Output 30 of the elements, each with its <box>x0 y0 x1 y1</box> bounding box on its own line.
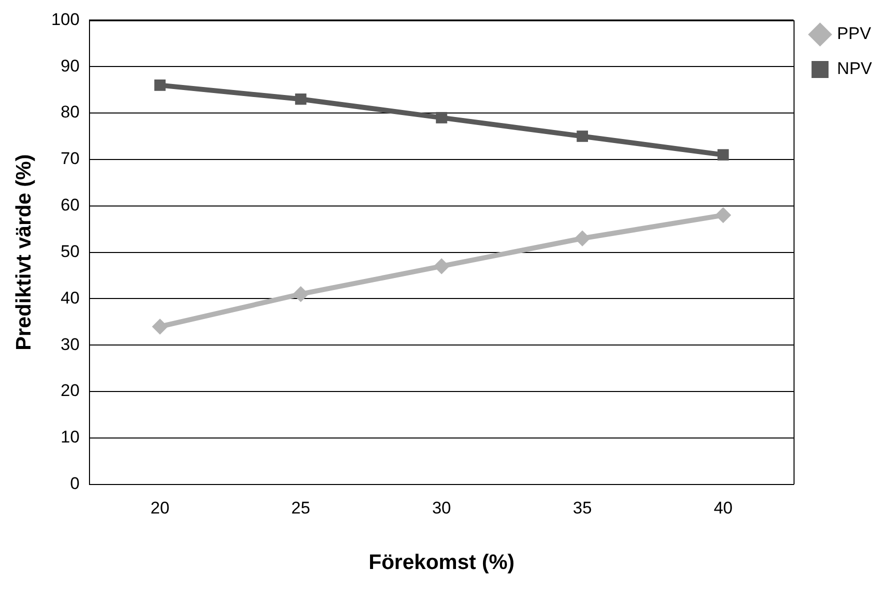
point <box>436 112 448 124</box>
y-tick-label: 10 <box>60 428 80 447</box>
x-tick-label: 40 <box>714 498 733 518</box>
y-tick-label: 20 <box>60 381 80 400</box>
x-axis-title: Förekomst (%) <box>368 551 514 574</box>
y-tick-label: 90 <box>60 56 80 76</box>
y-tick-label: 60 <box>60 196 80 215</box>
point <box>154 80 166 91</box>
y-tick-label: 40 <box>60 288 80 308</box>
point <box>715 207 732 224</box>
point <box>717 149 729 160</box>
y-tick-label: 0 <box>70 474 80 494</box>
point <box>574 230 590 246</box>
y-tick-label: 50 <box>60 242 80 261</box>
x-tick-label: 30 <box>432 498 452 518</box>
y-tick-label: 80 <box>60 102 80 122</box>
point <box>576 130 588 142</box>
y-tick-label: 100 <box>51 10 80 29</box>
x-tick-label: 25 <box>291 498 310 518</box>
y-tick-label: 30 <box>60 334 80 354</box>
x-tick-label: 35 <box>572 498 592 518</box>
point <box>292 286 309 302</box>
point <box>152 318 168 335</box>
point <box>295 93 306 105</box>
legend-label: NPV <box>837 59 873 78</box>
x-tick-label: 20 <box>150 498 170 518</box>
y-axis-title: Prediktivt värde (%) <box>12 154 36 350</box>
y-tick-label: 70 <box>60 149 80 168</box>
legend-label: PPV <box>837 24 872 44</box>
point <box>434 258 450 274</box>
